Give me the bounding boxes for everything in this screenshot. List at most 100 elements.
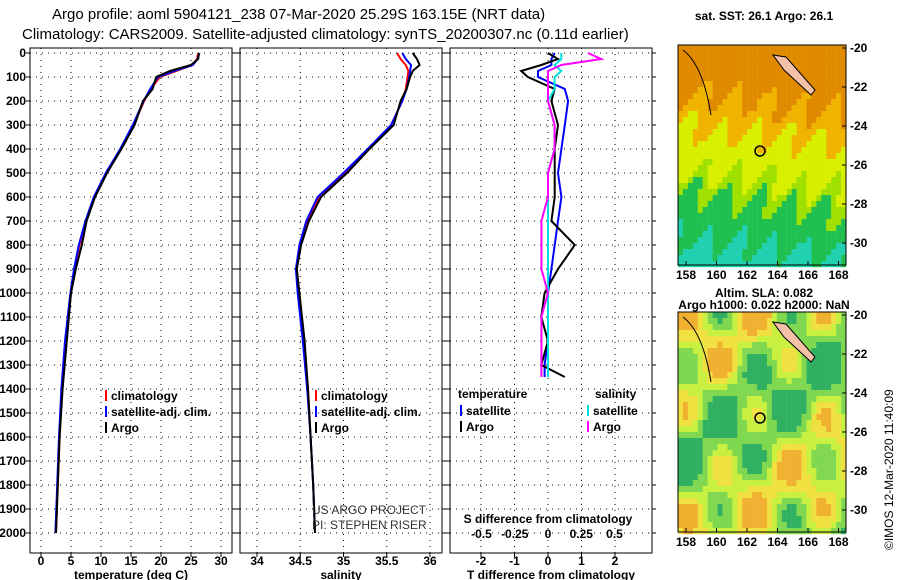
map-cell: [826, 123, 832, 130]
map-cell: [747, 141, 753, 148]
map-cell: [786, 195, 792, 202]
map-cell: [707, 51, 713, 58]
map-cell: [821, 165, 827, 172]
map-cell: [737, 438, 743, 445]
map-cell: [697, 213, 703, 220]
map-cell: [816, 486, 822, 493]
map-cell: [776, 510, 782, 517]
legend-title-temperature: temperature: [458, 387, 528, 401]
map-cell: [712, 135, 718, 142]
map-lat-label: -30: [850, 503, 868, 517]
map-cell: [687, 147, 694, 154]
map-cell: [737, 336, 743, 343]
map-cell: [752, 504, 758, 511]
map-cell: [821, 396, 827, 403]
map-cell: [717, 516, 723, 523]
map-cell: [727, 354, 733, 361]
map-cell: [821, 159, 827, 166]
map-cell: [757, 492, 763, 499]
map-cell: [786, 207, 792, 214]
map-cell: [697, 324, 703, 331]
map-cell: [811, 336, 817, 343]
map-cell: [727, 384, 733, 391]
map-cell: [687, 366, 694, 373]
map-cell: [826, 75, 832, 82]
map-cell: [697, 438, 703, 445]
map-cell: [816, 45, 822, 52]
map-cell: [801, 450, 807, 457]
map-cell: [678, 153, 684, 160]
map-cell: [821, 498, 827, 505]
map-cell: [801, 93, 807, 100]
map-cell: [692, 522, 698, 529]
map-cell: [816, 159, 822, 166]
map-cell: [836, 219, 842, 226]
map-cell: [826, 528, 832, 535]
map-cell: [682, 111, 689, 118]
map-cell: [762, 213, 768, 220]
map-cell: [687, 498, 694, 505]
map-cell: [697, 330, 703, 337]
map-cell: [801, 360, 807, 367]
map-cell: [821, 504, 827, 511]
map-cell: [801, 456, 807, 463]
map-cell: [757, 105, 763, 112]
map-cell: [732, 372, 738, 379]
map-cell: [687, 183, 694, 190]
map-cell: [771, 492, 778, 499]
map-cell: [722, 414, 728, 421]
map-cell: [801, 480, 807, 487]
map-cell: [682, 330, 689, 337]
map-cell: [742, 243, 748, 250]
map-cell: [687, 420, 694, 427]
map-cell: [816, 69, 822, 76]
map-cell: [821, 255, 827, 262]
map-cell: [697, 504, 703, 511]
map-cell: [752, 225, 758, 232]
map-cell: [732, 444, 738, 451]
map-cell: [786, 171, 792, 178]
map-cell: [712, 51, 718, 58]
map-cell: [826, 492, 832, 499]
map-cell: [752, 474, 758, 481]
map-cell: [717, 486, 723, 493]
map-cell: [806, 195, 812, 202]
map-cell: [796, 255, 802, 262]
map-cell: [796, 384, 802, 391]
map-cell: [737, 147, 743, 154]
map-cell: [786, 189, 792, 196]
map-cell: [791, 426, 797, 433]
map-cell: [826, 504, 832, 511]
map-cell: [682, 336, 689, 343]
map-cell: [766, 171, 773, 178]
map-cell: [717, 348, 723, 355]
map-cell: [786, 105, 792, 112]
map-cell: [712, 468, 718, 475]
map-cell: [717, 354, 723, 361]
map-cell: [722, 237, 728, 244]
map-cell: [732, 366, 738, 373]
map-cell: [766, 111, 773, 118]
map-cell: [712, 390, 718, 397]
map-cell: [722, 492, 728, 499]
map-cell: [801, 444, 807, 451]
map-cell: [836, 123, 842, 130]
map-cell: [702, 213, 708, 220]
map-frame: [677, 311, 847, 533]
map-cell: [781, 420, 787, 427]
map-cell: [747, 45, 753, 52]
map-cell: [791, 81, 797, 88]
map-cell: [801, 177, 807, 184]
map-cell: [811, 165, 817, 172]
map-cell: [762, 153, 768, 160]
map-cell: [762, 492, 768, 499]
map-cell: [722, 426, 728, 433]
map-cell: [702, 201, 708, 208]
map-cell: [702, 486, 708, 493]
map-cell: [806, 237, 812, 244]
map-cell: [757, 51, 763, 58]
legend-swatch: [315, 390, 317, 401]
map-cell: [678, 231, 684, 238]
map-cell: [678, 207, 684, 214]
map-cell: [737, 420, 743, 427]
